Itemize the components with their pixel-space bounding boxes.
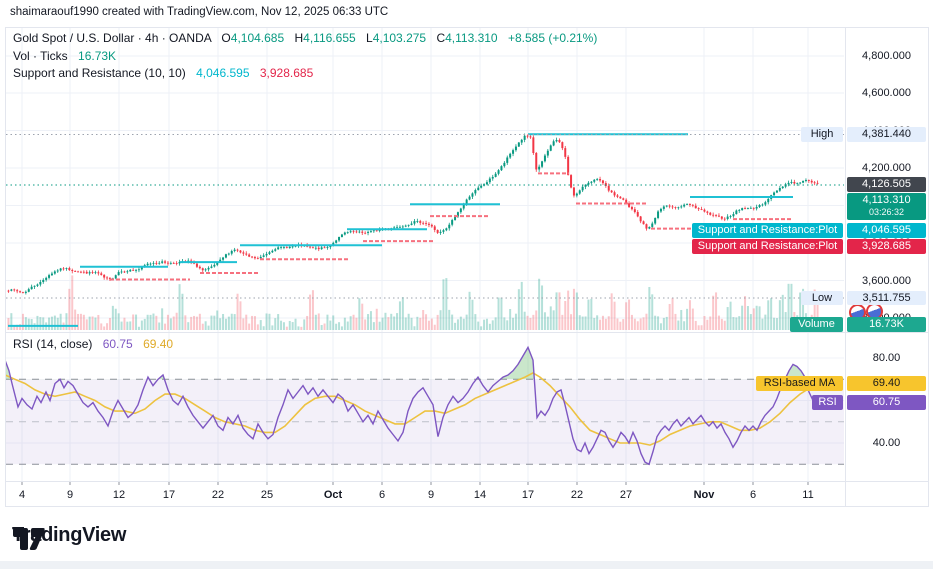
sr-support-value: 3,928.685: [259, 65, 314, 80]
rsi-ma-value: 69.40: [143, 337, 174, 351]
pane-separator[interactable]: [5, 332, 929, 333]
time-tick-label: 12: [112, 489, 126, 501]
tradingview-logo-icon: [13, 528, 45, 550]
price-tick-label: 4,200.000: [862, 162, 911, 174]
last-price-chip[interactable]: 4,113.310 03:26:32: [847, 193, 926, 220]
support-resistance-lines: [8, 133, 793, 327]
volume-legend-row[interactable]: Vol · Ticks 16.73K: [13, 49, 116, 63]
rsi-legend-row[interactable]: RSI (14, close) 60.75 69.40: [13, 337, 173, 351]
time-axis-separator[interactable]: [5, 481, 929, 482]
high-key: H: [294, 31, 304, 45]
attribution-text: shaimaraouf1990 created with TradingView…: [10, 6, 389, 18]
sr-indicator-title[interactable]: Support and Resistance (10, 10): [13, 65, 186, 80]
price-tick-label: 3,600.000: [862, 274, 911, 287]
volume-chip-value[interactable]: 16.73K: [847, 317, 926, 332]
time-tick-label: Oct: [323, 489, 343, 501]
time-tick-label: 4: [18, 489, 26, 501]
price-axis-separator[interactable]: [845, 27, 846, 506]
gridlines: [6, 28, 844, 485]
sr-legend-row[interactable]: Support and Resistance (10, 10) 4,046.59…: [13, 66, 313, 80]
time-tick-label: 17: [521, 489, 535, 501]
candles-layer: [7, 133, 819, 295]
time-tick-label: 11: [802, 489, 814, 501]
high-marker-value[interactable]: 4,381.440: [847, 127, 926, 142]
sr-plot-resistance-value[interactable]: 4,046.595: [847, 223, 926, 238]
bar-countdown: 03:26:32: [868, 207, 905, 217]
time-tick-label: 14: [473, 489, 487, 501]
rsi-ma-chip-label[interactable]: RSI-based MA: [756, 376, 843, 391]
sr-plot-resistance-label[interactable]: Support and Resistance:Plot: [692, 223, 843, 238]
volume-bars-layer: [7, 275, 819, 330]
volume-indicator-value: 16.73K: [78, 48, 117, 63]
time-tick-label: 17: [162, 489, 176, 501]
rsi-value: 60.75: [102, 337, 133, 351]
low-value: 4,103.275: [372, 31, 427, 45]
volume-chip-label[interactable]: Volume: [790, 317, 843, 332]
frame-right: [928, 27, 929, 506]
price-tick-label: 4,800.000: [862, 50, 911, 62]
rsi-ma-line: [6, 371, 821, 446]
high-value: 4,116.655: [303, 31, 356, 45]
rsi-chip-value[interactable]: 60.75: [847, 395, 926, 410]
volume-indicator-title[interactable]: Vol · Ticks: [13, 48, 68, 63]
frame-left: [5, 27, 6, 506]
sr-plot-support-label[interactable]: Support and Resistance:Plot: [692, 239, 843, 254]
frame-top: [5, 27, 929, 28]
close-key: C: [436, 31, 446, 45]
symbol-title[interactable]: Gold Spot / U.S. Dollar · 4h · OANDA: [13, 31, 212, 45]
rsi-ma-chip-value[interactable]: 69.40: [847, 376, 926, 391]
rsi-tick-label: 40.00: [872, 437, 901, 449]
tradingview-logo[interactable]: TradingView: [12, 524, 126, 550]
time-tick-label: Nov: [693, 489, 715, 501]
rsi-tick-label: 80.00: [872, 352, 901, 364]
time-tick-label: 9: [66, 489, 74, 501]
low-marker-value[interactable]: 3,511.755: [847, 291, 926, 305]
frame-bottom: [5, 506, 929, 507]
open-value: 4,104.685: [230, 31, 285, 45]
time-tick-label: 25: [260, 489, 274, 501]
sr-plot-support-value[interactable]: 3,928.685: [847, 239, 926, 254]
time-tick-label: 27: [619, 489, 633, 501]
time-tick-label: 22: [211, 489, 225, 501]
low-marker-label[interactable]: Low: [801, 291, 843, 305]
chart-plot-area[interactable]: [0, 0, 933, 520]
rsi-chip-label[interactable]: RSI: [812, 395, 843, 410]
price-marker-chip[interactable]: 4,126.505: [847, 177, 926, 192]
last-price-value: 4,113.310: [862, 194, 911, 206]
time-tick-label: 6: [749, 489, 757, 501]
open-key: O: [221, 31, 231, 45]
rsi-indicator-title[interactable]: RSI (14, close): [13, 337, 93, 351]
high-marker-label[interactable]: High: [801, 127, 843, 142]
change-value: +8.585 (+0.21%): [507, 31, 598, 45]
close-value: 4,113.310: [445, 31, 498, 45]
time-tick-label: 9: [427, 489, 435, 501]
rsi-line: [6, 345, 821, 466]
time-tick-label: 22: [570, 489, 584, 501]
time-tick-label: 6: [378, 489, 386, 501]
low-key: L: [366, 31, 373, 45]
sr-resistance-value: 4,046.595: [196, 65, 250, 80]
price-tick-label: 4,600.000: [862, 87, 911, 99]
bottom-strip: [0, 561, 933, 569]
symbol-legend-row[interactable]: Gold Spot / U.S. Dollar · 4h · OANDA O4,…: [13, 31, 597, 45]
